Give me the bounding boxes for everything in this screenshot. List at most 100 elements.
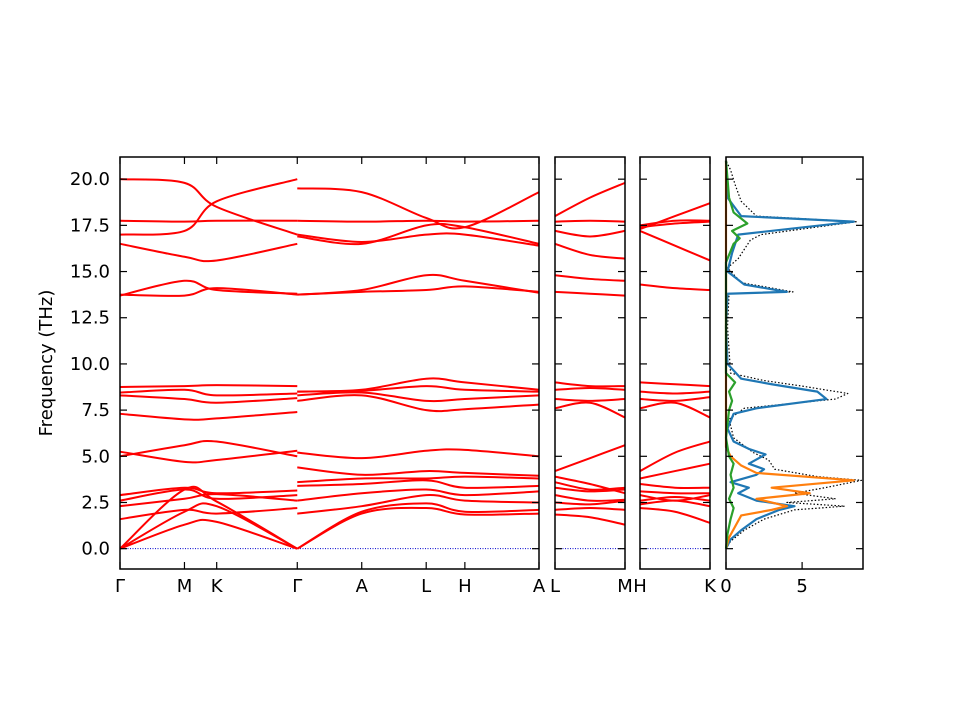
phonon-band-line [119,439,298,458]
x-tick-label: Γ [292,576,302,597]
dos-x-tick-label: 0 [720,576,731,597]
phonon-band-line [119,287,298,297]
phonon-band-line [119,410,298,421]
y-tick-label: 20.0 [70,169,110,190]
phonon-band-line [119,384,298,389]
phonon-band-line [554,401,626,419]
phonon-band-line [554,381,626,388]
x-tick-label: K [704,576,717,597]
phonon-band-line [297,394,540,413]
phonon-band-line [639,490,711,495]
x-tick-label: L [550,576,560,597]
phonon-band-line [554,481,626,491]
phonon-band-line [554,494,626,502]
y-tick-label: 10.0 [70,354,110,375]
phonon-band-line [297,475,540,484]
phonon-band-line [554,229,626,238]
phonon-band-line [297,187,540,230]
phonon-band-line [639,396,711,402]
phonon-band-line [119,394,298,404]
phonon-band-line [639,507,711,524]
x-tick-label: A [533,576,546,597]
y-tick-label: 0.0 [81,539,110,560]
phonon-band-line [554,290,626,297]
phonon-band-line [639,494,711,502]
dos-panel-frame [725,156,864,570]
phonon-band-line [119,485,298,550]
phonon-band-line [297,488,540,502]
axis-ticks: Γ M K Γ A L H A L M H K0.02.55.07.510.012.515.017.5… [70,157,863,597]
y-tick-label: 7.5 [81,400,110,421]
phonon-band-line [554,513,626,526]
panel-frame-2 [639,156,711,570]
phonon-band-line [554,242,626,260]
phonon-band-line [554,181,626,218]
phonon-band-line [639,462,711,480]
phonon-band-line [297,377,540,393]
x-tick-label: M [177,576,193,597]
phonon-band-line [296,502,540,550]
phonon-band-line [639,202,711,230]
phonon-band-line [297,222,540,246]
band-lines [119,178,711,550]
phonon-band-line [639,483,711,489]
phonon-band-line [119,219,298,223]
phonon-band-line [119,178,298,236]
phonon-band-line [297,232,540,247]
phonon-band-line [119,486,298,497]
phonon-band-line [297,219,540,223]
y-tick-label: 17.5 [70,215,110,236]
y-axis-label: Frequency (THz) [36,290,57,437]
phonon-band-line [119,388,298,397]
dos-curve-3 [724,160,749,549]
x-tick-label: H [458,576,472,597]
phonon-band-line [639,495,711,502]
phonon-band-line [119,518,298,550]
y-tick-label: 5.0 [81,446,110,467]
x-tick-label: M [617,576,633,597]
phonon-band-line [639,381,711,388]
x-tick-label: Γ [115,576,125,597]
y-tick-label: 15.0 [70,262,110,283]
phonon-band-line [639,440,711,472]
phonon-band-line [639,229,711,262]
phonon-band-line [297,466,540,477]
phonon-band-line [297,494,540,515]
phonon-band-line [119,178,298,236]
phonon-band-line [554,219,626,223]
phonon-band-line [119,242,298,263]
phonon-band-line [639,283,711,292]
x-tick-label: K [211,576,224,597]
x-tick-label: L [421,576,431,597]
phonon-band-line [119,507,298,521]
phonon-band-line [297,273,540,296]
y-tick-label: 2.5 [81,492,110,513]
phonon-band-line [639,219,711,227]
phonon-band-line [119,279,298,297]
dos-curve-2 [724,160,855,549]
dos-curves [724,160,863,550]
phonon-band-line [639,390,711,395]
panel-frame-0 [119,156,540,570]
phonon-band-line [554,274,626,282]
x-tick-label: A [356,576,369,597]
panel-frames [119,156,864,570]
phonon-band-line [554,444,626,473]
x-tick-label: H [633,576,647,597]
phonon-band-line [119,449,298,464]
phonon-band-line [297,448,540,460]
dos-x-tick-label: 5 [796,576,807,597]
phonon-band-line [554,475,626,495]
phonon-band-line [119,488,298,502]
phonon-band-line [554,398,626,402]
phonon-band-line [554,507,626,511]
phonon-band-line [639,401,711,419]
phonon-band-line [554,386,626,391]
y-tick-label: 12.5 [70,308,110,329]
dos-curve-0 [725,160,863,549]
phonon-band-line [296,506,540,550]
phonon-band-line [297,391,540,403]
phonon-band-line [297,479,540,489]
